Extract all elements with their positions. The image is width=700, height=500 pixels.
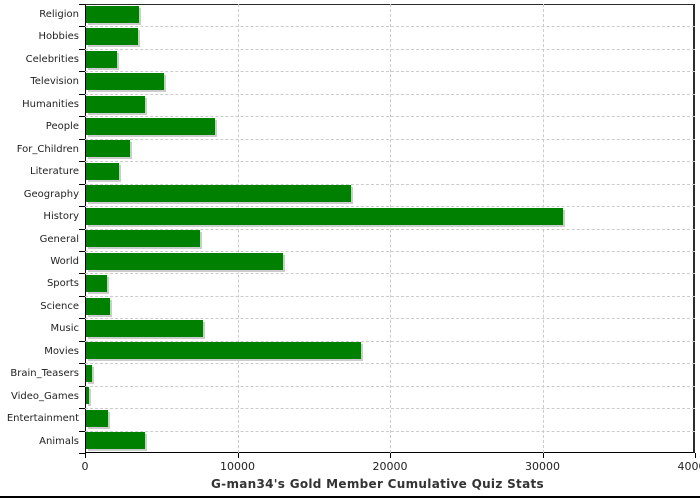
bar-animals [86,432,146,450]
category-label: Celebrities [25,53,79,65]
bar-literature [86,162,119,180]
category-label: Science [40,300,79,312]
category-label: Literature [30,166,79,178]
bar-people [86,117,215,135]
bar-television [86,73,164,91]
x-tick-label: 30000 [525,460,560,473]
bar-humanities [86,95,145,113]
bar-video-games [86,387,90,405]
bar-world [86,252,283,270]
category-label: Music [50,323,79,335]
y-axis-tick [79,453,85,454]
category-label: General [39,233,79,245]
y-axis-tick [79,116,85,118]
y-axis-tick [79,26,85,28]
x-axis-tick [237,453,239,458]
bar-geography [86,185,351,203]
y-axis-tick [79,161,85,163]
bar-movies [86,342,361,360]
bar-hobbies [86,28,138,46]
y-axis-tick [79,250,85,252]
y-axis-tick [79,408,85,410]
y-axis-tick [79,183,85,185]
category-label: Humanities [22,98,79,110]
v-gridline [390,4,391,453]
category-label: Television [30,76,79,88]
bar-for-children [86,140,131,158]
x-tick-label: 0 [81,460,89,473]
y-axis-tick [79,295,85,297]
v-gridline [237,4,239,453]
y-axis-tick [79,385,85,387]
category-label: For_Children [16,143,79,155]
bar-history [86,207,564,225]
y-axis-tick [79,138,85,140]
bar-brain-teasers [86,364,93,382]
bar-music [86,320,203,338]
y-axis-tick [79,206,85,208]
category-label: Brain_Teasers [10,368,79,380]
category-label: Hobbies [38,31,79,43]
x-tick-label: 40000 [677,460,700,473]
category-label: Geography [23,188,79,200]
bar-entertainment [86,409,109,427]
y-axis-tick [79,71,85,73]
y-axis-tick [79,363,85,365]
x-axis-tick [695,453,696,458]
y-axis-tick [79,228,85,230]
x-tick-label: 20000 [372,460,408,473]
v-gridline [542,4,544,453]
bar-sports [86,275,108,293]
category-label: Movies [44,345,79,357]
x-tick-label: 10000 [220,460,255,473]
bar-religion [86,5,139,23]
category-label: Entertainment [6,413,79,425]
category-label: Animals [39,435,79,447]
bar-celebrities [86,50,117,68]
y-axis-tick [79,318,85,320]
x-axis-tick [542,453,544,458]
category-label: Sports [46,278,79,290]
category-label: Religion [39,9,79,20]
category-label: History [43,211,79,223]
x-axis-tick [390,453,391,458]
bottom-divider-line [0,496,700,498]
category-label: Video_Games [11,390,79,402]
y-axis-tick [79,273,85,275]
chart-title: G-man34's Gold Member Cumulative Quiz St… [211,477,544,491]
y-axis-tick [79,340,85,342]
bar-science [86,297,110,315]
category-label: World [50,255,79,267]
x-axis-tick [85,453,86,458]
y-axis-tick [79,93,85,95]
category-label: People [45,121,79,133]
bar-general [86,230,201,248]
y-axis-tick [79,48,85,50]
y-axis-tick [79,430,85,432]
y-axis-tick [79,4,85,5]
